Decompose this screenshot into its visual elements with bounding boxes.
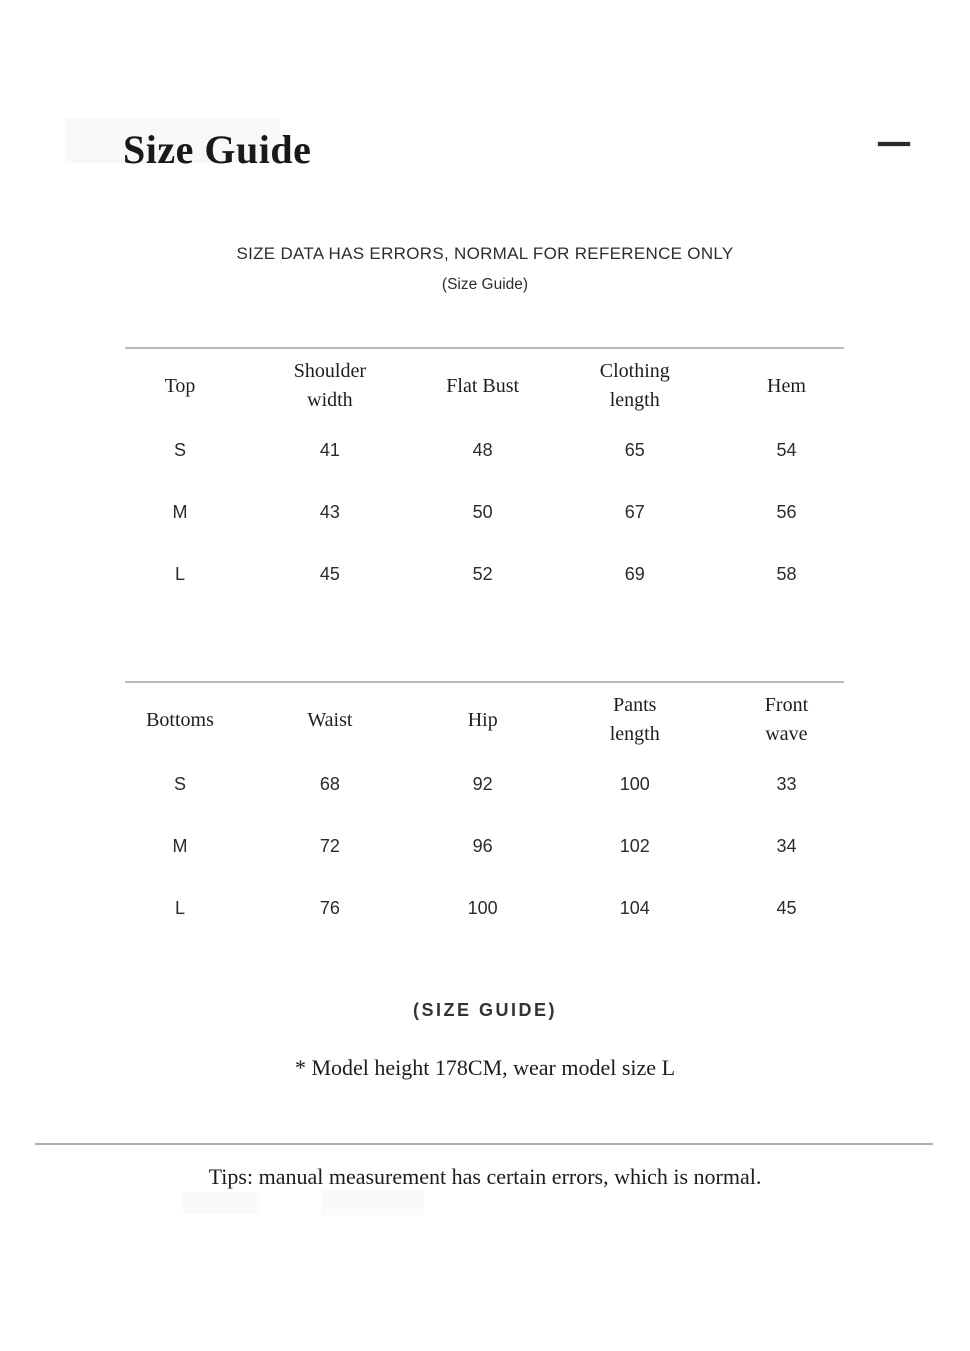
- size-label: M: [172, 835, 188, 856]
- table-row: S 68 92 100 33: [125, 753, 844, 815]
- title-highlight-artifact: [65, 118, 280, 163]
- measurement-value: 65: [624, 439, 645, 460]
- table-row: L 45 52 69 58: [125, 543, 844, 605]
- table-row: M 43 50 67 56: [125, 481, 844, 543]
- measurement-value: 76: [319, 897, 340, 918]
- size-label: M: [172, 501, 188, 522]
- measurement-value: 33: [776, 773, 797, 794]
- bottoms-size-table: Bottoms Waist Hip Pants length Front wav…: [125, 681, 844, 939]
- size-label: L: [174, 563, 185, 584]
- table-header-row: Top Shoulder width Flat Bust Clothing le…: [125, 349, 844, 419]
- model-height-note: * Model height 178CM, wear model size L: [294, 1055, 676, 1080]
- size-label: S: [173, 773, 186, 794]
- minus-icon: [878, 142, 910, 146]
- measurement-value: 67: [624, 501, 645, 522]
- header-cell: Flat Bust: [446, 374, 520, 397]
- measurement-value: 69: [624, 563, 645, 584]
- top-size-table: Top Shoulder width Flat Bust Clothing le…: [125, 347, 844, 605]
- measurement-value: 104: [619, 897, 650, 918]
- header-cell: Hem: [767, 374, 806, 397]
- table-header-row: Bottoms Waist Hip Pants length Front wav…: [125, 683, 844, 753]
- measurement-value: 41: [319, 439, 340, 460]
- table-row: L 76 100 104 45: [125, 877, 844, 939]
- measurement-value: 56: [776, 501, 797, 522]
- header-cell: Top: [164, 374, 196, 397]
- measurement-value: 43: [319, 501, 340, 522]
- measurement-value: 68: [319, 773, 340, 794]
- measurement-value: 72: [319, 835, 340, 856]
- collapse-button[interactable]: [870, 130, 918, 158]
- measurement-value: 100: [467, 897, 498, 918]
- disclaimer-line-1: SIZE DATA HAS ERRORS, NORMAL FOR REFEREN…: [236, 244, 734, 263]
- header-cell: Waist: [307, 708, 353, 731]
- size-label: S: [173, 439, 186, 460]
- header-cell: Front wave: [764, 694, 809, 745]
- footer-divider: [35, 1143, 933, 1145]
- size-guide-caption: (SIZE GUIDE): [412, 1000, 557, 1020]
- table-row: S 41 48 65 54: [125, 419, 844, 481]
- measurement-value: 58: [776, 563, 797, 584]
- header-cell: Clothing length: [599, 360, 670, 411]
- measurement-value: 54: [776, 439, 797, 460]
- background-artifact: [183, 1192, 260, 1214]
- measurement-value: 45: [776, 897, 797, 918]
- background-artifact: [321, 1190, 424, 1215]
- measurement-value: 52: [472, 563, 493, 584]
- measurement-tips: Tips: manual measurement has certain err…: [208, 1164, 762, 1189]
- disclaimer-line-2: (Size Guide): [441, 276, 529, 293]
- header-cell: Hip: [467, 708, 498, 731]
- header-cell: Pants length: [609, 694, 660, 745]
- measurement-value: 50: [472, 501, 493, 522]
- measurement-value: 45: [319, 563, 340, 584]
- header-cell: Bottoms: [146, 708, 214, 731]
- measurement-value: 96: [472, 835, 493, 856]
- measurement-value: 100: [619, 773, 650, 794]
- measurement-value: 34: [776, 835, 797, 856]
- measurement-value: 48: [472, 439, 493, 460]
- page-title: Size Guide: [123, 127, 312, 172]
- header-cell: Shoulder width: [293, 360, 367, 411]
- table-row: M 72 96 102 34: [125, 815, 844, 877]
- measurement-value: 102: [619, 835, 650, 856]
- measurement-value: 92: [472, 773, 493, 794]
- size-label: L: [174, 897, 185, 918]
